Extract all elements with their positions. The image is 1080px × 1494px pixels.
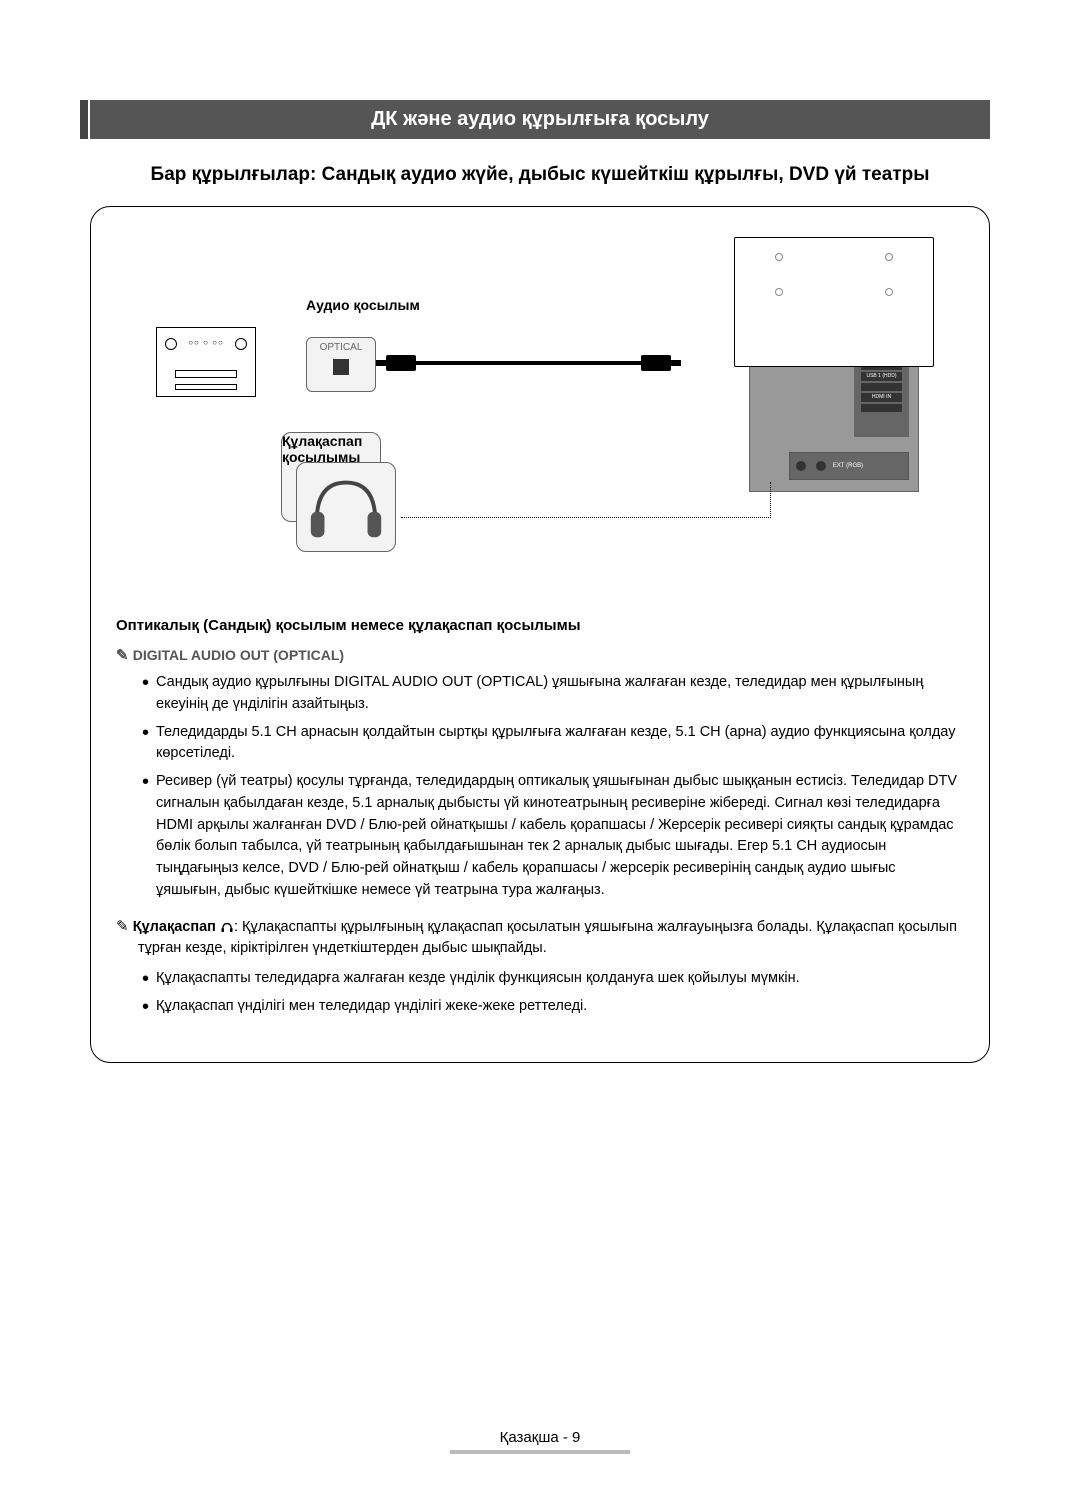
footer-bar-icon [450, 1450, 630, 1454]
tv-front-icon [734, 237, 934, 367]
stereo-device-icon: ○○ ○ ○○ [156, 327, 256, 397]
page-number: Қазақша - 9 [500, 1429, 581, 1446]
headphone-wire-vert-icon [770, 482, 771, 518]
section-header: ДК және аудио құрылғыға қосылу [90, 100, 990, 139]
port-usb-label: USB 1 (HDD) [861, 372, 902, 381]
headphone-bullet-list: Құлақаспапты теледидарға жалғаған кезде … [116, 968, 964, 1018]
port-ext-label: EXT (RGB) [833, 463, 863, 469]
optical-adapter-icon: OPTICAL [306, 337, 376, 392]
digital-bullet-3: Ресивер (үй театры) қосулы тұрғанда, тел… [156, 771, 964, 902]
port-hdmi-label: HDMI IN [861, 393, 902, 402]
tv-av-panel-icon: EXT (RGB) [789, 452, 909, 480]
headphone-wire-icon [401, 517, 771, 518]
digital-audio-out-heading: DIGITAL AUDIO OUT (OPTICAL) [116, 646, 964, 664]
headphone-lead-bold: Құлақаспап [133, 919, 216, 935]
digital-bullet-2: Теледидарды 5.1 CH арнасын қолдайтын сыр… [156, 722, 964, 766]
headphone-bullet-1: Құлақаспапты теледидарға жалғаған кезде … [156, 968, 964, 990]
optical-cable-icon [381, 361, 671, 365]
page-footer: Қазақша - 9 [0, 1429, 1080, 1454]
digital-bullet-1: Сандық аудио құрылғыны DIGITAL AUDIO OUT… [156, 672, 964, 716]
device-subtitle: Бар құрылғылар: Сандық аудио жүйе, дыбыс… [90, 164, 990, 186]
digital-audio-bullet-list: Сандық аудио құрылғыны DIGITAL AUDIO OUT… [116, 672, 964, 902]
section-title: ДК және аудио құрылғыға қосылу [371, 108, 709, 130]
optical-text: OPTICAL [320, 342, 363, 353]
cable-plug-right-icon [641, 355, 671, 371]
audio-connection-label: Аудио қосылым [306, 297, 420, 313]
headphone-note: Құлақаспап : Құлақаспапты құрылғының құл… [116, 916, 964, 961]
headphone-inline-icon [220, 921, 234, 933]
connection-diagram: Аудио қосылым Құлақаспап қосылымы ○○ ○ ○… [116, 237, 964, 587]
headphone-bullet-2: Құлақаспап үнділігі мен теледидар үнділі… [156, 996, 964, 1018]
optical-section-heading: Оптикалық (Сандық) қосылым немесе құлақа… [116, 617, 964, 634]
diagram-container: Аудио қосылым Құлақаспап қосылымы ○○ ○ ○… [90, 206, 990, 1063]
headphone-lead-rest: : Құлақаспапты құрылғының құлақаспап қос… [138, 919, 957, 957]
headphone-icon [296, 462, 396, 552]
